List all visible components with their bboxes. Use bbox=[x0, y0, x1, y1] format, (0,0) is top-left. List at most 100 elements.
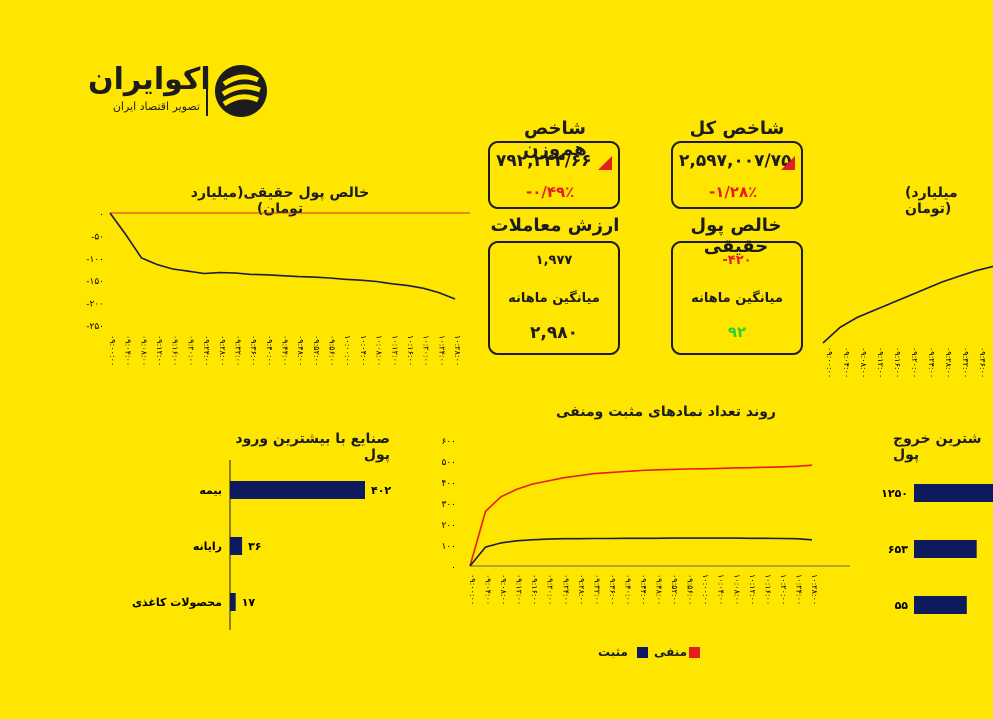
net-money-value: -۴۲۰ bbox=[722, 253, 752, 268]
x-tick-label: ۰۹:۵۲:۰۰ bbox=[312, 335, 321, 366]
x-tick-label: ۰۹:۱۲:۰۰ bbox=[515, 574, 524, 605]
x-tick-label: ۱۰:۲۸:۰۰ bbox=[453, 335, 462, 366]
x-tick-label: ۰۹:۰۸:۰۰ bbox=[859, 347, 868, 378]
logo-divider bbox=[206, 68, 208, 116]
inflow-category-label: بیمه bbox=[199, 484, 222, 497]
logo-mark-icon bbox=[215, 65, 267, 117]
x-tick-label: ۰۹:۰۰:۰۰ bbox=[825, 347, 834, 378]
x-tick-label: ۰۹:۳۶:۰۰ bbox=[249, 335, 258, 366]
x-tick-label: ۰۹:۴۰:۰۰ bbox=[623, 574, 632, 605]
inflow-bar bbox=[230, 481, 365, 499]
index-equal-title: شاخص هم‌وزن bbox=[523, 118, 587, 160]
x-tick-label: ۱۰:۱۶:۰۰ bbox=[406, 335, 415, 366]
x-tick-label: ۱۰:۲۴:۰۰ bbox=[437, 335, 446, 366]
inflow-value-label: ۴۰۲ bbox=[371, 484, 391, 497]
x-tick-label: ۰۹:۴۸:۰۰ bbox=[655, 574, 664, 605]
x-tick-label: ۰۹:۱۲:۰۰ bbox=[876, 347, 885, 378]
x-tick-label: ۱۰:۰۸:۰۰ bbox=[732, 574, 741, 605]
x-tick-label: ۱۰:۲۴:۰۰ bbox=[794, 574, 803, 605]
x-tick-label: ۰۹:۲۸:۰۰ bbox=[577, 574, 586, 605]
x-tick-label: ۰۹:۵۶:۰۰ bbox=[686, 574, 695, 605]
inflow-value-label: ۱۷ bbox=[242, 596, 256, 609]
x-tick-label: ۰۹:۳۲:۰۰ bbox=[233, 335, 242, 366]
x-tick-label: ۱۰:۰۸:۰۰ bbox=[375, 335, 384, 366]
y-tick-label: ۵۰۰ bbox=[441, 458, 456, 468]
trend-chart-title: روند تعداد نمادهای مثبت ومنفی bbox=[556, 404, 776, 420]
inflow-bar bbox=[230, 593, 236, 611]
outflow-chart-title: شترین خروج پول bbox=[893, 431, 982, 463]
x-tick-label: ۰۹:۴۴:۰۰ bbox=[639, 574, 648, 605]
net-right-chart-title: (میلیارد تومان) bbox=[905, 185, 958, 217]
y-tick-label: -۱۰۰ bbox=[86, 255, 104, 265]
x-tick-label: ۰۹:۴۰:۰۰ bbox=[265, 335, 274, 366]
x-tick-label: ۱۰:۱۲:۰۰ bbox=[748, 574, 757, 605]
x-tick-label: ۰۹:۳۲:۰۰ bbox=[592, 574, 601, 605]
net-money-card: -۴۲۰ میانگین ماهانه ۹۲ bbox=[671, 241, 803, 355]
inflow-value-label: ۳۶ bbox=[248, 540, 261, 553]
y-tick-label: ۰ bbox=[451, 563, 456, 573]
x-tick-label: ۰۹:۵۲:۰۰ bbox=[670, 574, 679, 605]
y-tick-label: -۲۰۰ bbox=[86, 300, 104, 310]
trend-chart: ۰ ۱۰۰ ۲۰۰ ۳۰۰ ۴۰۰ ۵۰۰ ۶۰۰ ۰۹:۰۰:۰۰ ۰۹:۰۴:۰۰ ۰۹:۰۸… bbox=[441, 437, 850, 605]
outflow-value-label: ۵۵ bbox=[895, 599, 909, 612]
x-tick-label: ۰۹:۳۲:۰۰ bbox=[961, 347, 970, 378]
x-tick-label: ۰۹:۲۴:۰۰ bbox=[927, 347, 936, 378]
x-tick-label: ۰۹:۰۴:۰۰ bbox=[842, 347, 851, 378]
x-tick-label: ۱۰:۲۰:۰۰ bbox=[422, 335, 431, 366]
index-equal-card: ۷۹۲,۲۴۴/۶۶ -۰/۴۹٪ bbox=[488, 141, 620, 209]
y-tick-label: -۵۰ bbox=[91, 232, 104, 242]
index-equal-value: ۷۹۲,۲۴۴/۶۶ bbox=[496, 151, 592, 171]
y-tick-label: -۲۵۰ bbox=[86, 322, 104, 332]
x-tick-label: ۰۹:۰۰:۰۰ bbox=[108, 335, 117, 366]
x-tick-label: ۰۹:۳۶:۰۰ bbox=[978, 347, 987, 378]
x-tick-label: ۱۰:۱۶:۰۰ bbox=[763, 574, 772, 605]
trade-value-card: ۱,۹۷۷ میانگین ماهانه ۲,۹۸۰ bbox=[488, 241, 620, 355]
index-total-value: ۲,۵۹۷,۰۰۷/۷۵ bbox=[679, 151, 792, 171]
x-tick-label: ۰۹:۳۶:۰۰ bbox=[608, 574, 617, 605]
inflow-category-label: رایانه bbox=[193, 540, 222, 553]
index-total-card: ۲,۵۹۷,۰۰۷/۷۵ -۱/۲۸٪ bbox=[671, 141, 803, 209]
down-triangle-icon bbox=[781, 155, 795, 174]
index-equal-change: -۰/۴۹٪ bbox=[526, 183, 575, 201]
x-tick-label: ۱۰:۱۲:۰۰ bbox=[390, 335, 399, 366]
x-tick-label: ۰۹:۱۶:۰۰ bbox=[171, 335, 180, 366]
outflow-bar bbox=[914, 484, 993, 502]
y-tick-label: -۱۵۰ bbox=[86, 277, 104, 287]
y-tick-label: ۴۰۰ bbox=[441, 479, 456, 489]
y-tick-label: ۲۰۰ bbox=[441, 521, 456, 531]
trade-value-avg-label: میانگین ماهانه bbox=[508, 291, 600, 306]
x-tick-label: ۰۹:۱۲:۰۰ bbox=[155, 335, 164, 366]
index-total-title: شاخص کل bbox=[689, 118, 785, 139]
x-tick-label: ۰۹:۴۸:۰۰ bbox=[296, 335, 305, 366]
legend-negative-label: منفی bbox=[654, 645, 688, 659]
x-tick-label: ۱۰:۰۰:۰۰ bbox=[701, 574, 710, 605]
y-tick-label: ۱۰۰ bbox=[441, 542, 456, 552]
x-tick-label: ۰۹:۲۴:۰۰ bbox=[202, 335, 211, 366]
x-tick-label: ۱۰:۰۴:۰۰ bbox=[717, 574, 726, 605]
net-money-left-chart: ۰ -۵۰ -۱۰۰ -۱۵۰ -۲۰۰ -۲۵۰ ۰۹:۰۰:۰۰ ۰۹:۰۴:۰۰ ۰۹:۰… bbox=[86, 210, 470, 366]
x-tick-label: ۰۹:۲۰:۰۰ bbox=[546, 574, 555, 605]
x-tick-label: ۰۹:۰۴:۰۰ bbox=[484, 574, 493, 605]
brand-logo bbox=[214, 64, 268, 118]
x-tick-label: ۱۰:۰۴:۰۰ bbox=[359, 335, 368, 366]
x-tick-label: ۰۹:۱۶:۰۰ bbox=[893, 347, 902, 378]
trade-value-value: ۱,۹۷۷ bbox=[535, 253, 573, 268]
outflow-bar-chart: ۱۲۵۰ ۶۵۳ ۵۵ bbox=[881, 484, 993, 614]
x-tick-label: ۰۹:۰۸:۰۰ bbox=[499, 574, 508, 605]
net-money-avg-value: ۹۲ bbox=[727, 323, 747, 341]
y-tick-label: ۶۰۰ bbox=[441, 437, 456, 447]
outflow-value-label: ۱۲۵۰ bbox=[881, 487, 908, 500]
inflow-bar bbox=[230, 537, 243, 555]
y-tick-label: ۳۰۰ bbox=[441, 500, 456, 510]
legend-positive-swatch bbox=[637, 647, 648, 658]
inflow-chart-title: صنایع با بیشترین ورود پول bbox=[235, 431, 390, 463]
trade-value-title: ارزش معاملات bbox=[490, 215, 620, 236]
x-tick-label: ۰۹:۲۰:۰۰ bbox=[186, 335, 195, 366]
legend-positive-label: مثبت bbox=[598, 645, 628, 659]
x-tick-label: ۰۹:۲۸:۰۰ bbox=[944, 347, 953, 378]
down-triangle-icon bbox=[598, 155, 612, 174]
x-tick-label: ۱۰:۲۰:۰۰ bbox=[779, 574, 788, 605]
positive-series-line bbox=[469, 537, 813, 567]
x-tick-label: ۰۹:۲۴:۰۰ bbox=[561, 574, 570, 605]
x-tick-label: ۰۹:۰۴:۰۰ bbox=[124, 335, 133, 366]
